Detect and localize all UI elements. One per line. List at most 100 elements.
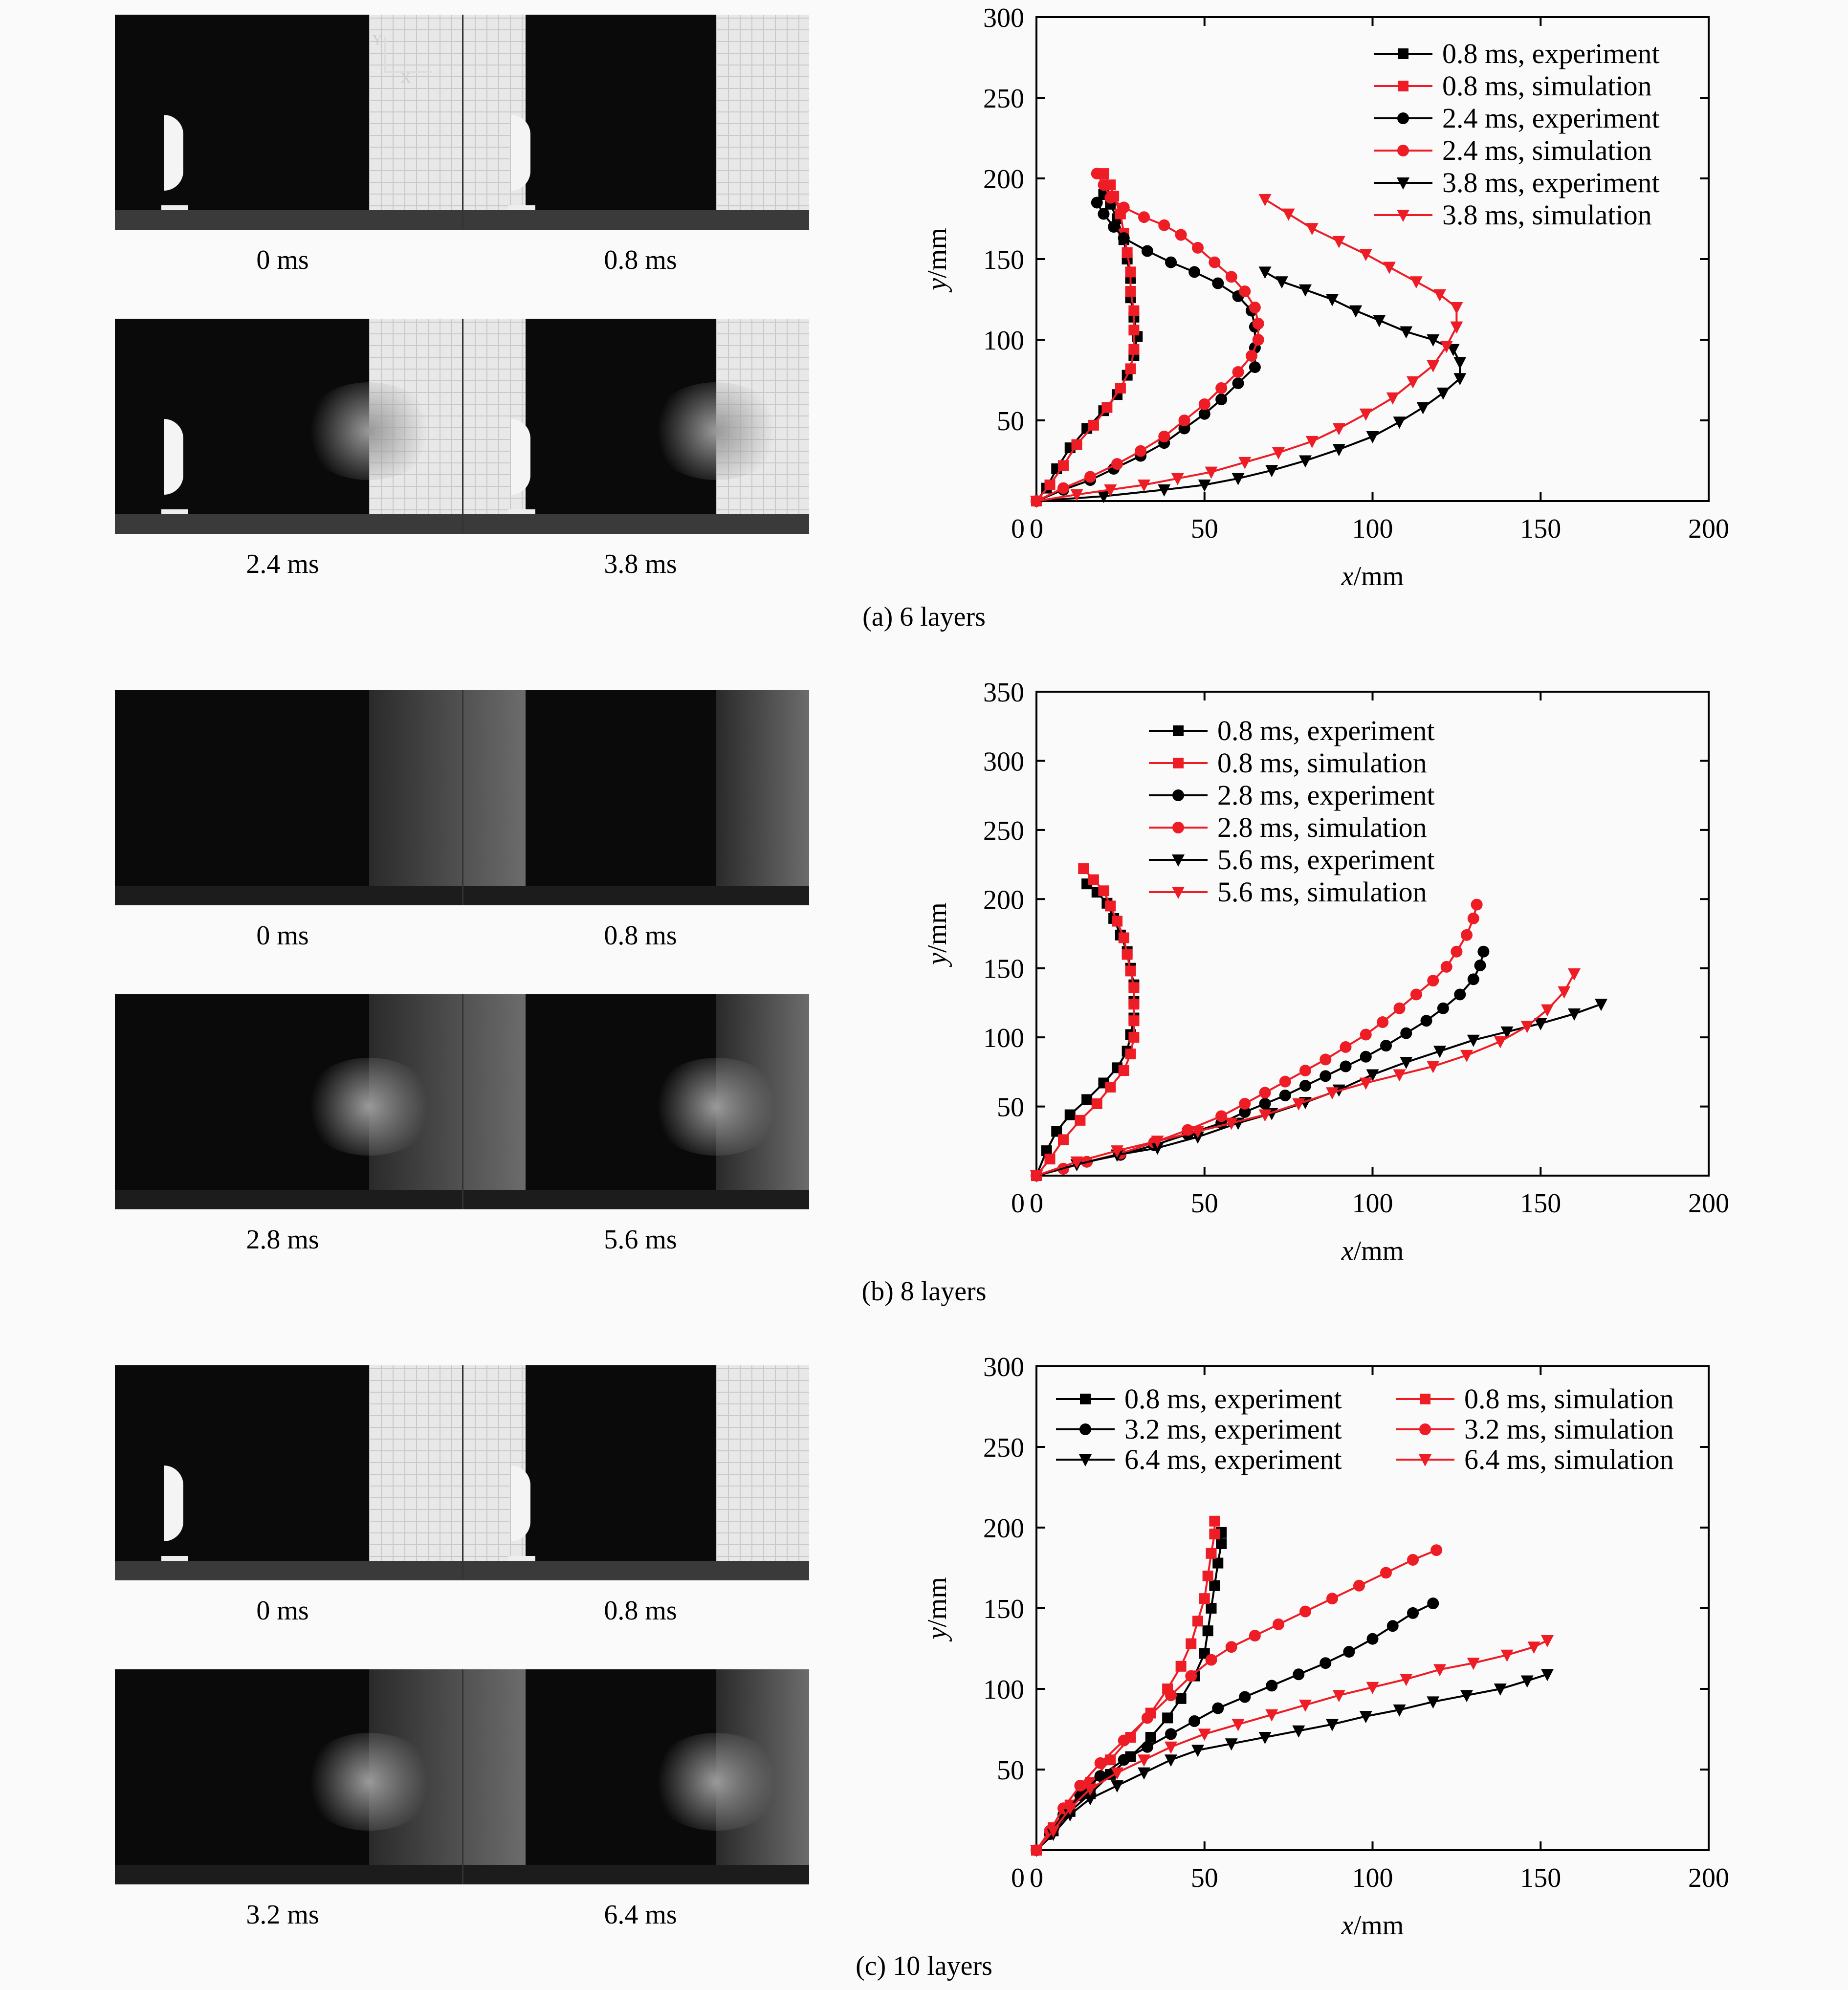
x-axis-label: x/mm	[1341, 1910, 1404, 1941]
data-point	[1081, 1094, 1093, 1105]
data-point	[1191, 1131, 1204, 1144]
data-point	[1097, 491, 1110, 503]
data-point	[1400, 1027, 1412, 1039]
data-point	[1225, 271, 1237, 283]
data-point	[1128, 1012, 1140, 1024]
data-point	[1115, 383, 1126, 394]
data-point	[1165, 1689, 1177, 1702]
legend-entry: 3.8 ms, experiment	[1374, 167, 1660, 198]
data-point	[1111, 458, 1123, 470]
legend-label: 0.8 ms, simulation	[1464, 1383, 1674, 1415]
data-point	[1182, 1124, 1194, 1136]
data-point	[1199, 1648, 1210, 1659]
data-point	[1145, 1732, 1156, 1743]
data-point	[1416, 402, 1430, 415]
data-point	[1332, 444, 1345, 457]
data-point	[1326, 1593, 1338, 1605]
data-point	[1132, 331, 1143, 342]
data-point	[1440, 341, 1453, 353]
data-point	[1332, 1690, 1345, 1703]
legend-marker	[1398, 48, 1408, 59]
data-point	[1360, 1028, 1372, 1041]
data-point	[1081, 1156, 1093, 1168]
data-point	[1105, 198, 1116, 210]
data-point	[1104, 192, 1117, 204]
data-point	[1380, 1567, 1392, 1579]
data-point	[1430, 1544, 1443, 1556]
series-line	[1035, 1602, 1434, 1851]
panel-caption-c: (c) 10 layers	[856, 1951, 992, 1981]
data-point	[1178, 422, 1190, 435]
data-point	[1135, 450, 1147, 462]
data-point	[1206, 1548, 1217, 1559]
data-point	[1252, 318, 1264, 329]
data-point	[1340, 1060, 1352, 1072]
legend-label: 2.8 ms, simulation	[1217, 811, 1427, 843]
data-point	[1171, 473, 1184, 485]
data-point	[1191, 1126, 1204, 1138]
data-point	[1239, 1691, 1251, 1703]
legend: 0.8 ms, experiment 0.8 ms, simulation3.2 …	[1056, 1383, 1674, 1475]
data-point	[1198, 1728, 1211, 1741]
data-point	[1125, 1049, 1136, 1060]
y-tick-label: 250	[983, 84, 1024, 114]
data-point	[1091, 887, 1102, 898]
data-point	[1031, 496, 1042, 506]
legend-label: 0.8 ms, experiment	[1217, 715, 1435, 746]
data-point	[1249, 1630, 1261, 1642]
frame-time-label: 6.4 ms	[604, 1900, 677, 1930]
data-point	[1030, 1845, 1043, 1857]
series-0-8-ms-simulation	[1031, 863, 1140, 1181]
series-line	[1036, 951, 1485, 1177]
data-point	[1373, 315, 1386, 328]
data-point	[1440, 961, 1452, 973]
data-point	[1138, 1767, 1150, 1780]
data-point	[1128, 1015, 1140, 1027]
x-tick-label: 100	[1352, 1863, 1393, 1893]
data-point	[1094, 1757, 1106, 1769]
data-point	[1128, 999, 1140, 1010]
data-point	[1188, 266, 1201, 278]
x-tick-label: 50	[1191, 1863, 1218, 1893]
data-point	[1064, 1806, 1076, 1817]
legend-marker	[1172, 789, 1184, 801]
data-point	[1400, 326, 1413, 339]
frame-time-label: 0.8 ms	[604, 920, 677, 951]
series-2-4-ms-simulation	[1031, 168, 1264, 507]
data-point	[1427, 1696, 1440, 1709]
data-point	[1258, 1732, 1272, 1744]
data-point	[1122, 949, 1133, 960]
data-point	[1527, 1641, 1540, 1654]
data-point	[1064, 1799, 1076, 1811]
frame-time-label: 2.8 ms	[246, 1225, 319, 1255]
data-point	[1239, 1097, 1251, 1110]
data-point	[1360, 1050, 1372, 1063]
y-tick-label: 100	[983, 1023, 1024, 1053]
data-point	[1292, 1725, 1305, 1738]
data-point	[1135, 445, 1147, 457]
series-line	[1035, 1673, 1548, 1851]
x-tick-label: 100	[1352, 514, 1393, 544]
data-point	[1252, 334, 1264, 346]
data-point	[1400, 1674, 1413, 1686]
data-point	[1467, 1658, 1480, 1670]
x-tick-label: 150	[1520, 514, 1561, 544]
series-6-4-ms-experiment	[1030, 1669, 1554, 1857]
data-point	[1031, 1170, 1042, 1181]
series-3-8-ms-simulation	[1030, 194, 1463, 508]
data-point	[1249, 302, 1261, 313]
data-point	[1051, 463, 1062, 474]
y-tick-label: 100	[983, 1675, 1024, 1705]
series-0-8-ms-experiment	[1031, 1527, 1227, 1856]
series-line	[1036, 904, 1478, 1177]
data-point	[1128, 1032, 1140, 1043]
legend-label: 5.6 ms, simulation	[1217, 876, 1427, 908]
legend-entry: 0.8 ms, simulation	[1374, 70, 1652, 102]
data-point	[1165, 256, 1177, 268]
data-point	[1451, 945, 1463, 958]
data-point	[1125, 1732, 1136, 1743]
camera-frame-row-2	[115, 1669, 809, 1884]
data-point	[1332, 423, 1345, 436]
panel-caption-b: (b) 8 layers	[861, 1276, 987, 1307]
